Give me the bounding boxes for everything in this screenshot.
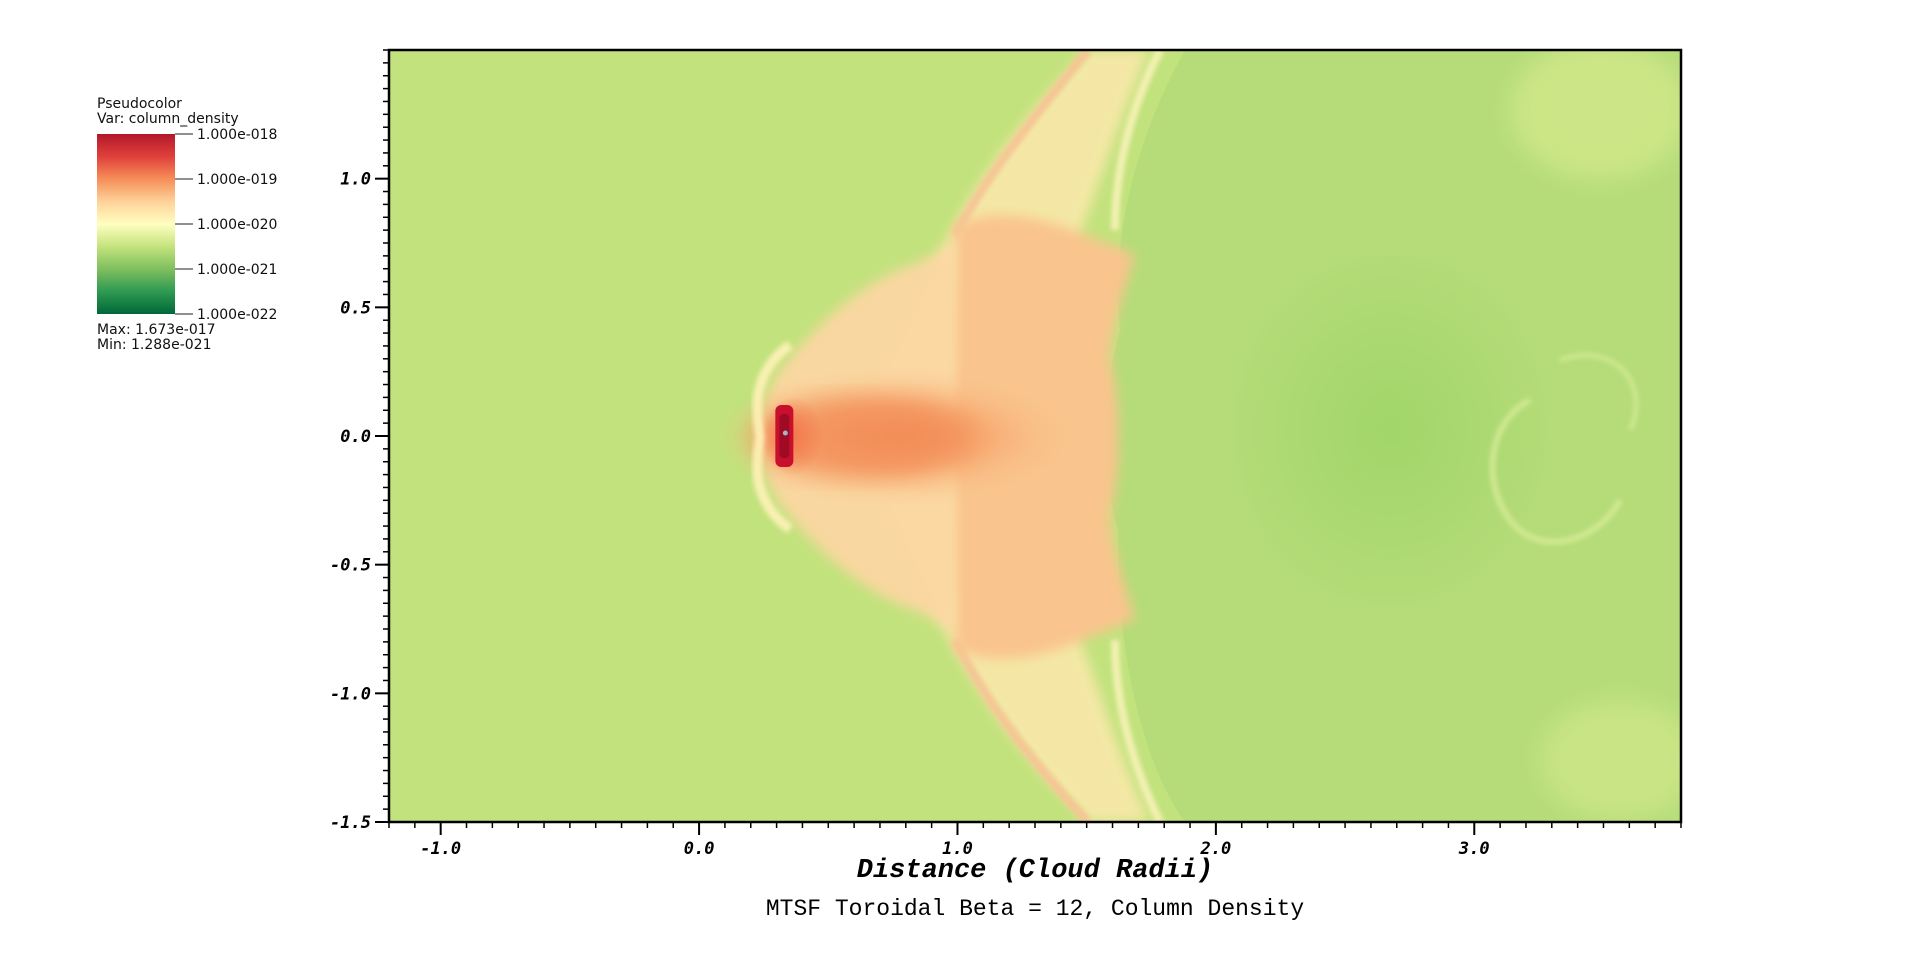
y-axis: 1.0 0.5 0.0 -0.5 -1.0 -1.5 [330,49,389,833]
vortex-filament [1559,352,1639,432]
legend-max: Max: 1.673e-017 [97,322,216,338]
x-axis: -1.0 0.0 1.0 2.0 3.0 [388,822,1682,859]
secondary-shock [1111,639,1164,822]
y-tick-label: 0.5 [340,298,371,318]
bow-shock-front [951,50,1092,238]
color-legend: Pseudocolor Var: column_density 1.000e-0… [97,96,277,353]
colorbar-tick-label: 1.000e-021 [197,262,277,278]
mixing-core [1220,240,1560,620]
colorbar-tick-label: 1.000e-018 [197,127,277,143]
colorbar-ticks: 1.000e-018 1.000e-019 1.000e-020 1.000e-021… [175,127,277,323]
core-marker [782,430,788,436]
x-tick-label: 2.0 [1200,839,1232,859]
y-tick-label: -1.5 [330,813,371,833]
x-tick-label: 1.0 [942,839,973,859]
legend-header: Pseudocolor [97,96,182,112]
features [762,396,823,476]
legend-variable: Var: column_density [97,111,239,127]
legend-min: Min: 1.288e-021 [97,337,211,353]
y-tick-label: 0.0 [340,427,371,447]
cloud-front-cap [752,340,793,534]
colorbar-tick-label: 1.000e-022 [197,307,277,323]
column-density-field [389,50,1681,822]
colorbar-tick-label: 1.000e-019 [197,172,277,188]
y-tick-label: -1.0 [330,684,371,704]
bow-shock-front [950,637,1092,822]
colorbar [97,134,175,314]
x-tick-label: -1.0 [420,839,461,859]
x-tick-label: 3.0 [1458,839,1490,859]
y-tick-label: 1.0 [340,170,371,190]
vortex-filament [1489,397,1623,545]
colorbar-tick-label: 1.000e-020 [197,217,277,233]
x-tick-label: 0.0 [684,839,715,859]
y-tick-label: -0.5 [330,556,371,576]
plot-title: MTSF Toroidal Beta = 12, Column Density [766,896,1304,922]
x-axis-title: Distance (Cloud Radii) [857,856,1213,886]
secondary-shock [1111,50,1164,231]
mixing-patch [1510,50,1681,180]
mixing-patch [1540,700,1681,820]
dense-core-center [779,414,790,458]
